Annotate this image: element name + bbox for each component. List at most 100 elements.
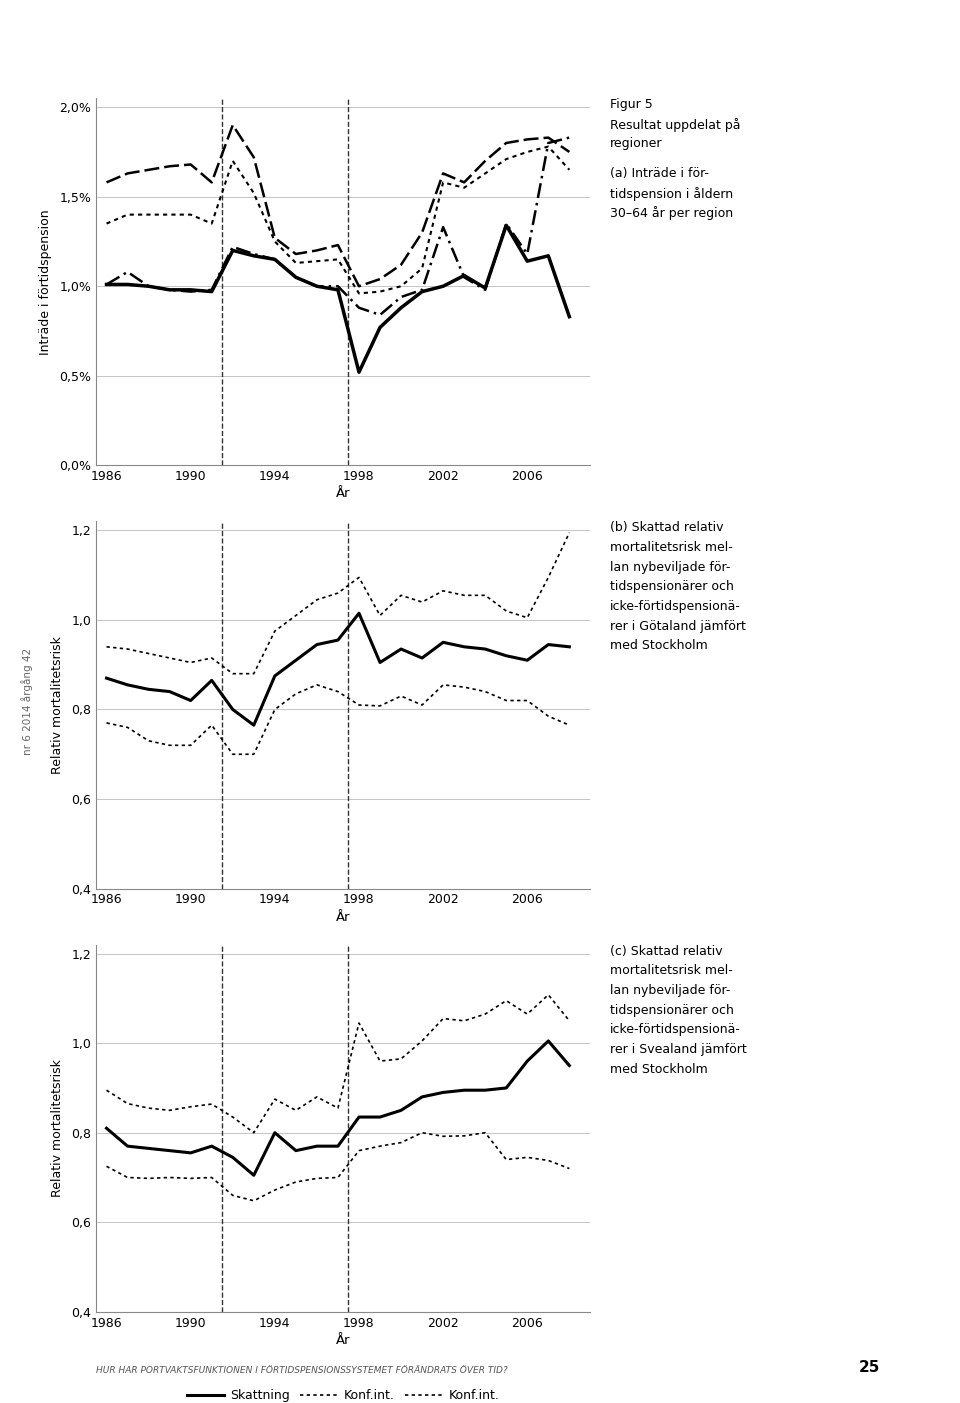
Götaland [311, 253, 323, 269]
Norrland [396, 289, 407, 306]
Konf.int. [521, 1006, 533, 1023]
Stockholm [143, 278, 155, 295]
Götaland [248, 185, 259, 202]
Stockholm [164, 282, 176, 299]
Svealand [269, 230, 280, 247]
Norrland [269, 251, 280, 268]
Stockholm [311, 278, 323, 295]
Götaland [500, 150, 512, 167]
Skattning [185, 692, 197, 709]
Skattning [396, 641, 407, 658]
Konf.int. [206, 717, 218, 734]
Norrland [122, 264, 133, 281]
Skattning [332, 1138, 344, 1155]
Svealand [500, 135, 512, 152]
Konf.int. [564, 1013, 575, 1030]
Konf.int. [521, 609, 533, 626]
Konf.int. [396, 586, 407, 603]
Skattning [143, 1141, 155, 1157]
Konf.int. [164, 1169, 176, 1186]
Stockholm [438, 278, 449, 295]
Konf.int. [269, 702, 280, 718]
Konf.int. [459, 679, 470, 696]
Legend: Norrland, Svealand, Götaland, Stockholm: Norrland, Svealand, Götaland, Stockholm [118, 537, 568, 561]
Text: icke-förtidspensionä-: icke-förtidspensionä- [610, 1023, 740, 1037]
Skattning [269, 1124, 280, 1141]
Götaland [164, 206, 176, 223]
Skattning [122, 676, 133, 693]
Legend: Skattning, Konf.int., Konf.int.: Skattning, Konf.int., Konf.int. [181, 961, 505, 984]
Norrland [164, 282, 176, 299]
Skattning [353, 605, 365, 622]
Line: Svealand: Svealand [107, 125, 569, 286]
Norrland [143, 278, 155, 295]
Konf.int. [269, 1181, 280, 1198]
Konf.int. [417, 1033, 428, 1049]
Konf.int. [542, 570, 554, 586]
Skattning [542, 1033, 554, 1049]
Y-axis label: Relativ mortalitetsrisk: Relativ mortalitetsrisk [51, 636, 64, 774]
Norrland [311, 278, 323, 295]
Skattning [290, 652, 301, 669]
Text: nr 6 2014 årgång 42: nr 6 2014 årgång 42 [21, 648, 33, 755]
Svealand [417, 224, 428, 241]
Konf.int. [374, 1138, 386, 1155]
Line: Stockholm: Stockholm [107, 226, 569, 372]
Skattning [248, 717, 259, 734]
Stockholm [227, 241, 238, 258]
Text: 25: 25 [859, 1360, 880, 1375]
Text: Figur 5: Figur 5 [610, 98, 653, 111]
Konf.int. [417, 696, 428, 713]
Skattning [353, 1108, 365, 1125]
Konf.int. [353, 570, 365, 586]
Skattning [101, 669, 112, 686]
Götaland [290, 254, 301, 271]
Konf.int. [438, 676, 449, 693]
Konf.int. [542, 1152, 554, 1169]
Konf.int. [311, 1170, 323, 1187]
Norrland [185, 283, 197, 300]
Norrland [290, 269, 301, 286]
Text: HUR HAR PORTVAKTSFUNKTIONEN I FÖRTIDSPENSIONSSYSTEMET FÖRÄNDRATS ÖVER TID?: HUR HAR PORTVAKTSFUNKTIONEN I FÖRTIDSPEN… [96, 1367, 508, 1375]
Götaland [122, 206, 133, 223]
Konf.int. [500, 992, 512, 1009]
Skattning [374, 654, 386, 671]
Text: med Stockholm: med Stockholm [610, 640, 708, 652]
Konf.int. [290, 686, 301, 703]
Norrland [206, 282, 218, 299]
Konf.int. [269, 623, 280, 640]
Skattning [417, 650, 428, 666]
Konf.int. [227, 1187, 238, 1204]
Y-axis label: Inträde i förtidspension: Inträde i förtidspension [39, 209, 52, 355]
Svealand [311, 241, 323, 258]
Skattning [311, 1138, 323, 1155]
X-axis label: År: År [336, 911, 350, 923]
Konf.int. [269, 1090, 280, 1107]
Stockholm [542, 247, 554, 264]
Götaland [353, 285, 365, 302]
Skattning [459, 1082, 470, 1099]
Götaland [417, 260, 428, 276]
Konf.int. [479, 683, 491, 700]
Svealand [143, 161, 155, 178]
Konf.int. [248, 746, 259, 763]
Götaland [396, 278, 407, 295]
Konf.int. [500, 602, 512, 619]
Konf.int. [122, 641, 133, 658]
Konf.int. [227, 1108, 238, 1125]
Svealand [164, 159, 176, 175]
Götaland [206, 215, 218, 231]
Götaland [143, 206, 155, 223]
Konf.int. [143, 1100, 155, 1117]
Konf.int. [417, 1124, 428, 1141]
Svealand [374, 271, 386, 288]
Skattning [374, 1108, 386, 1125]
Svealand [396, 257, 407, 274]
Konf.int. [353, 1014, 365, 1031]
Götaland [479, 166, 491, 182]
Skattning [206, 672, 218, 689]
Konf.int. [290, 1173, 301, 1190]
Skattning [564, 638, 575, 655]
Konf.int. [542, 986, 554, 1003]
Konf.int. [122, 1169, 133, 1186]
